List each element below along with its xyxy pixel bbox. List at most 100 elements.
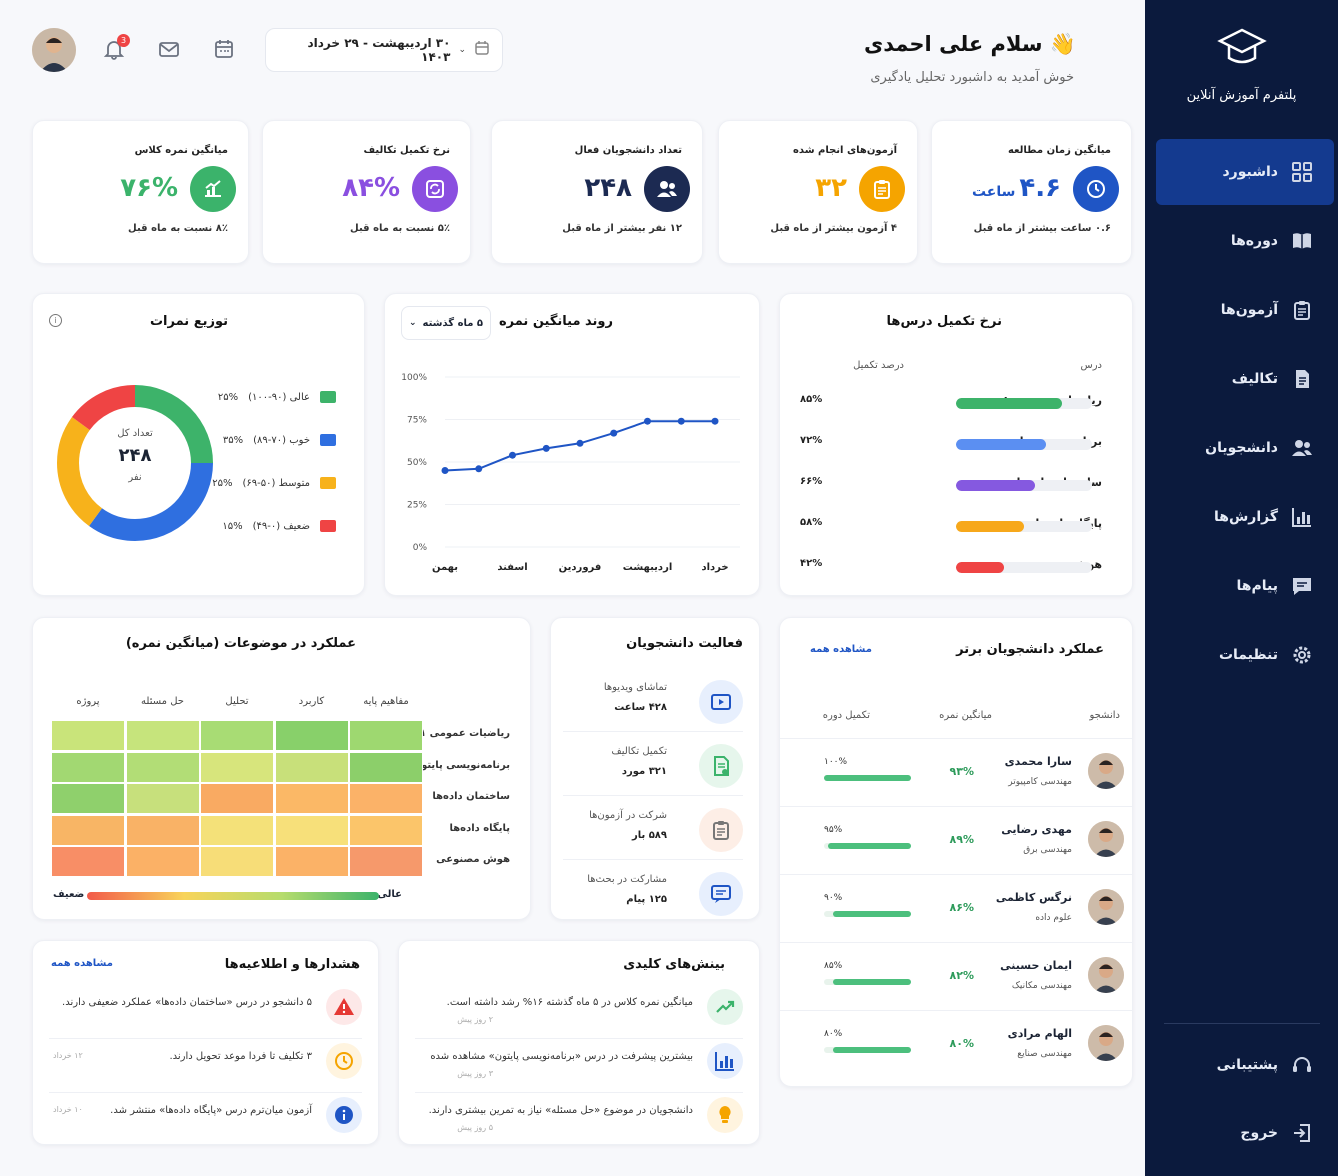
legend-item: ضعیف (۰-۴۹) ۱۵% bbox=[222, 520, 336, 532]
heatmap-row-label: برنامه‌نویسی پایتون bbox=[412, 759, 510, 771]
heatmap-cell[interactable] bbox=[51, 783, 125, 814]
heatmap-cell[interactable] bbox=[274, 846, 349, 877]
heatmap-cell[interactable] bbox=[274, 751, 349, 783]
insight-time: ۵ روز پیش bbox=[457, 1123, 493, 1132]
heatmap-cell[interactable] bbox=[200, 783, 274, 814]
donut-slice bbox=[57, 385, 213, 541]
kpi-change: ۴ آزمون بیشتر از ماه قبل bbox=[770, 223, 897, 234]
donut-slice bbox=[57, 385, 213, 541]
heatmap-row-label: ساختمان داده‌ها bbox=[432, 791, 510, 802]
heatmap-cell[interactable] bbox=[274, 720, 349, 751]
heatmap-cell[interactable] bbox=[125, 720, 200, 751]
heatmap-cell[interactable] bbox=[349, 814, 423, 846]
sidebar-item-clipboard[interactable]: آزمون‌ها bbox=[1156, 277, 1334, 343]
sidebar-item-label: گزارش‌ها bbox=[1214, 509, 1278, 525]
heatmap-cell[interactable] bbox=[200, 751, 274, 783]
heatmap-column-label: تحلیل bbox=[225, 696, 249, 707]
kpi-label: آزمون‌های انجام شده bbox=[793, 145, 897, 156]
heatmap-cell[interactable] bbox=[51, 720, 125, 751]
activity-label: تماشای ویدیوها bbox=[603, 682, 667, 693]
sidebar-item-document[interactable]: تکالیف bbox=[1156, 346, 1334, 412]
data-point bbox=[542, 444, 550, 452]
alert-item[interactable]: ۵ دانشجو در درس «ساختمان داده‌ها» عملکرد… bbox=[49, 985, 362, 1039]
table-row[interactable]: مهدی رضایی مهندسی برق ۸۹% ۹۵% bbox=[780, 806, 1132, 874]
heatmap-row-label: پایگاه داده‌ها bbox=[449, 822, 510, 834]
heatmap-cell[interactable] bbox=[349, 751, 423, 783]
sidebar-item-gear[interactable]: تنظیمات bbox=[1156, 622, 1334, 688]
view-all-link[interactable]: مشاهده همه bbox=[810, 644, 872, 655]
completion-row: برنامه‌نویسی پایتون۷۲% bbox=[800, 435, 1102, 455]
clipboard-icon bbox=[859, 166, 905, 212]
alert-item[interactable]: ۳ تکلیف تا فردا موعد تحویل دارند. ۱۲ خردا… bbox=[49, 1039, 362, 1093]
average-grade: ۸۰% bbox=[949, 1037, 974, 1050]
heatmap-cell[interactable] bbox=[200, 814, 274, 846]
date-range-picker[interactable]: ⌄ ۳۰ اردیبهشت - ۲۹ خرداد ۱۴۰۳ bbox=[265, 28, 503, 72]
legend-label: عالی (۹۰-۱۰۰) bbox=[248, 391, 310, 403]
sidebar-item-support[interactable]: پشتیبانی bbox=[1156, 1032, 1334, 1098]
table-row[interactable]: سارا محمدی مهندسی کامپیوتر ۹۳% ۱۰۰% bbox=[780, 738, 1132, 806]
x-tick-label: اردیبهشت bbox=[623, 562, 673, 573]
sidebar-item-grid[interactable]: داشبورد bbox=[1156, 139, 1334, 205]
heatmap-cell[interactable] bbox=[200, 720, 274, 751]
heatmap-cell[interactable] bbox=[200, 846, 274, 877]
sidebar-item-message[interactable]: پیام‌ها bbox=[1156, 553, 1334, 619]
heatmap-cell[interactable] bbox=[125, 846, 200, 877]
donut-center: تعداد کل ۲۴۸ نفر bbox=[95, 428, 175, 483]
heatmap-legend-bar bbox=[87, 892, 379, 900]
activity-value: ۵۸۹ بار bbox=[631, 830, 667, 841]
period-dropdown[interactable]: ۵ ماه گذشته ⌄ bbox=[401, 306, 491, 340]
data-point bbox=[711, 417, 719, 425]
heatmap-cell[interactable] bbox=[274, 783, 349, 814]
heatmap-column-label: کاربرد bbox=[298, 696, 325, 707]
total-unit: نفر bbox=[128, 472, 142, 483]
heatmap-cell[interactable] bbox=[125, 814, 200, 846]
view-all-link[interactable]: مشاهده همه bbox=[51, 958, 113, 969]
progress-track bbox=[956, 439, 1092, 450]
table-row[interactable]: الهام مرادی مهندسی صنایع ۸۰% ۸۰% bbox=[780, 1010, 1132, 1078]
sidebar-item-label: داشبورد bbox=[1222, 164, 1279, 180]
sidebar-item-label: دوره‌ها bbox=[1230, 233, 1278, 249]
mail-button[interactable] bbox=[158, 38, 180, 64]
heatmap-cell[interactable] bbox=[349, 846, 423, 877]
sidebar-item-book[interactable]: دوره‌ها bbox=[1156, 208, 1334, 274]
kpi-label: نرخ تکمیل تکالیف bbox=[363, 145, 451, 156]
bar-chart-icon bbox=[1290, 505, 1314, 529]
heatmap-column-label: حل مسئله bbox=[141, 696, 184, 707]
completion-row: ریاضیات عمومی ۱۸۵% bbox=[800, 394, 1102, 414]
user-avatar[interactable] bbox=[32, 28, 76, 72]
info-icon[interactable]: i bbox=[49, 314, 62, 327]
sidebar-item-users[interactable]: دانشجویان bbox=[1156, 415, 1334, 481]
mail-icon bbox=[159, 42, 179, 57]
heatmap-cell[interactable] bbox=[349, 783, 423, 814]
progress-track bbox=[824, 911, 911, 917]
kpi-unit: ساعت bbox=[971, 184, 1016, 200]
heatmap-column-label: مفاهیم پایه bbox=[363, 696, 409, 707]
calendar-button[interactable] bbox=[213, 38, 235, 64]
progress-track bbox=[956, 521, 1092, 532]
card-title: فعالیت دانشجویان bbox=[626, 636, 743, 651]
table-row[interactable]: ایمان حسینی مهندسی مکانیک ۸۲% ۸۵% bbox=[780, 942, 1132, 1010]
alert-item[interactable]: آزمون میان‌ترم درس «پایگاه داده‌ها» منتش… bbox=[49, 1093, 362, 1147]
alert-text: ۵ دانشجو در درس «ساختمان داده‌ها» عملکرد… bbox=[62, 997, 312, 1008]
activity-label: شرکت در آزمون‌ها bbox=[589, 810, 667, 821]
sidebar-item-bar-chart[interactable]: گزارش‌ها bbox=[1156, 484, 1334, 550]
chevron-down-icon: ⌄ bbox=[408, 318, 417, 328]
progress-track bbox=[824, 843, 911, 849]
heatmap-cell[interactable] bbox=[51, 814, 125, 846]
heatmap-cell[interactable] bbox=[349, 720, 423, 751]
heatmap-cell[interactable] bbox=[51, 751, 125, 783]
notifications-button[interactable]: 3 bbox=[103, 34, 130, 64]
table-row[interactable]: نرگس کاظمی علوم داده ۸۶% ۹۰% bbox=[780, 874, 1132, 942]
clock-icon bbox=[1073, 166, 1119, 212]
activity-label: تکمیل تکالیف bbox=[611, 746, 667, 757]
progress-track bbox=[956, 398, 1092, 409]
heatmap-cell[interactable] bbox=[51, 846, 125, 877]
heatmap-cell[interactable] bbox=[274, 814, 349, 846]
y-tick-label: 25% bbox=[407, 501, 427, 511]
heatmap-cell[interactable] bbox=[125, 751, 200, 783]
donut-chart bbox=[57, 385, 213, 541]
sidebar-item-logout[interactable]: خروج bbox=[1156, 1100, 1334, 1166]
heatmap-cell[interactable] bbox=[125, 783, 200, 814]
data-point bbox=[509, 451, 516, 459]
x-tick-label: خرداد bbox=[701, 562, 728, 573]
